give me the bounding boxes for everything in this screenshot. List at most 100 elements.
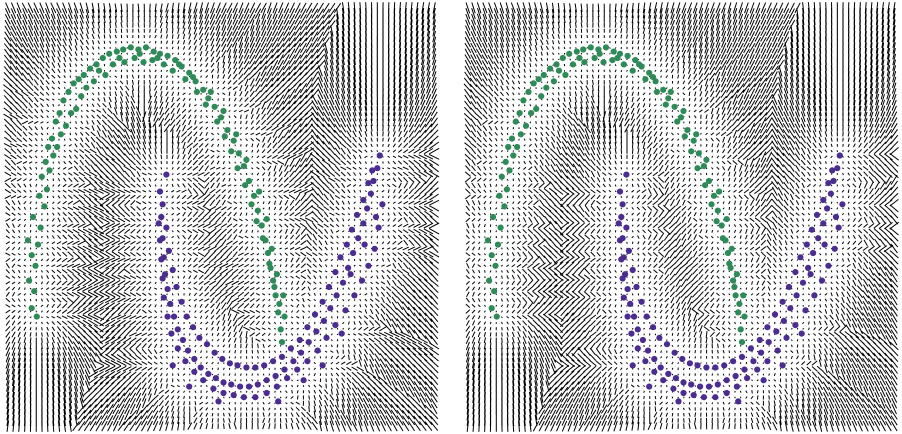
data-point [272, 372, 279, 380]
data-point [632, 57, 639, 64]
data-point [167, 300, 174, 307]
data-point [156, 237, 164, 244]
data-point [256, 188, 263, 195]
data-point [624, 286, 631, 293]
data-point [693, 131, 700, 138]
data-point [224, 127, 231, 134]
data-point [367, 190, 374, 197]
data-point [798, 330, 805, 337]
data-point [164, 313, 171, 320]
data-point [642, 358, 649, 365]
data-point [596, 50, 603, 57]
data-point [80, 71, 87, 79]
vector-field [2, 2, 440, 432]
data-point [535, 76, 542, 83]
data-point [230, 392, 237, 399]
data-point [319, 362, 326, 369]
data-point [489, 213, 497, 221]
data-point [254, 207, 261, 214]
data-point [702, 182, 709, 189]
data-point [730, 358, 737, 365]
data-point [815, 235, 822, 242]
data-point [304, 358, 311, 365]
data-point [372, 213, 380, 221]
data-point [630, 313, 638, 320]
data-point [494, 241, 502, 248]
data-point [811, 292, 818, 299]
data-point [284, 375, 291, 382]
data-point [581, 59, 588, 66]
data-point [313, 328, 320, 335]
data-point [501, 203, 508, 210]
data-point [83, 84, 90, 91]
data-point [660, 86, 667, 93]
data-point [530, 80, 537, 87]
data-point [690, 392, 697, 399]
data-point [627, 300, 634, 307]
data-point [505, 143, 512, 151]
vector-field-plot-right [463, 2, 900, 432]
data-point [839, 201, 846, 208]
data-point [266, 260, 273, 267]
data-point [726, 260, 733, 267]
data-point [555, 67, 563, 74]
data-point [73, 105, 80, 112]
data-point [183, 313, 190, 320]
data-point [252, 364, 259, 371]
data-point [624, 52, 631, 60]
data-point [140, 59, 147, 66]
data-point [43, 186, 51, 193]
data-point [802, 307, 809, 314]
data-point [68, 110, 75, 117]
data-point [735, 398, 742, 405]
data-point [243, 156, 250, 163]
data-point [156, 188, 164, 195]
data-point [120, 46, 127, 53]
data-point [87, 65, 94, 72]
data-point [163, 224, 170, 231]
data-point [234, 165, 241, 172]
data-point [168, 330, 175, 337]
data-point [525, 88, 532, 95]
data-point [305, 339, 312, 346]
data-point [738, 353, 746, 360]
data-point [271, 283, 278, 291]
data-point [624, 313, 631, 320]
data-point [158, 213, 165, 221]
data-point [142, 44, 150, 51]
data-point [270, 358, 277, 365]
data-point [234, 362, 241, 369]
data-point [191, 368, 198, 375]
data-point [827, 190, 834, 197]
data-point [723, 389, 730, 397]
data-point [164, 286, 171, 293]
data-point [263, 216, 270, 223]
data-point [831, 245, 838, 252]
data-point [792, 322, 799, 329]
data-point [721, 362, 728, 369]
data-point [639, 336, 646, 344]
data-point [65, 88, 72, 95]
data-point [160, 61, 167, 68]
data-point [179, 336, 186, 344]
data-point [656, 334, 663, 341]
data-point [245, 383, 253, 390]
data-point [665, 95, 672, 102]
data-point [576, 54, 583, 62]
data-point [514, 143, 521, 151]
data-point [121, 59, 128, 66]
data-point [60, 97, 67, 104]
data-point [805, 264, 812, 271]
data-point [243, 364, 250, 371]
data-point [116, 54, 123, 62]
data-point [744, 375, 751, 382]
data-point [623, 171, 630, 178]
data-point [633, 283, 640, 291]
data-point [820, 196, 827, 204]
data-point [351, 292, 358, 299]
data-point [538, 93, 545, 100]
data-point [756, 336, 763, 344]
data-point [193, 88, 200, 95]
data-point [774, 347, 781, 354]
data-point [697, 383, 704, 390]
